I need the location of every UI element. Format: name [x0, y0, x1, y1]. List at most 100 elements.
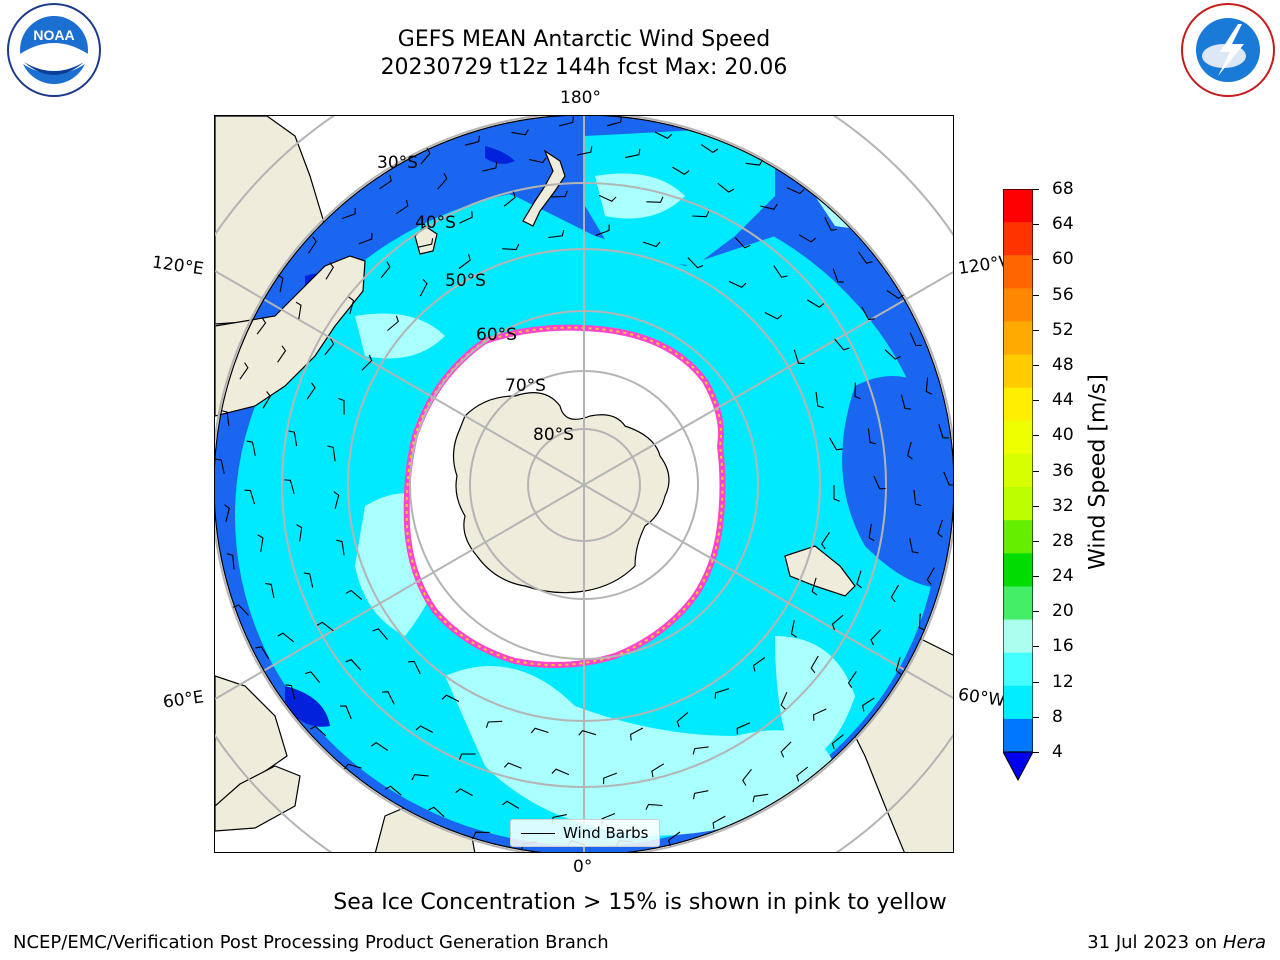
colorbar-tick-mark: [1033, 400, 1039, 402]
wind-barb: [303, 572, 314, 588]
wind-barb: [503, 191, 516, 207]
wind-barb: [472, 831, 490, 838]
wind-barb: [419, 278, 428, 297]
wind-barb: [780, 741, 792, 758]
colorbar-tick-mark: [1033, 435, 1039, 437]
wind-barb: [937, 520, 943, 538]
colorbar-tick-mark: [1033, 329, 1039, 331]
land-inside-disk: [215, 149, 856, 597]
colorbar-tick-mark: [1033, 364, 1039, 366]
wind-barb: [811, 577, 818, 596]
wind-barb: [642, 241, 661, 248]
wind-barb: [909, 537, 919, 554]
wind-barb: [348, 296, 355, 315]
wind-barb: [595, 224, 610, 236]
wind-barb: [813, 708, 827, 721]
wind-barb: [833, 485, 840, 502]
colorbar-tick-mark: [1033, 540, 1039, 542]
wind-barb: [530, 727, 549, 734]
wind-barb: [361, 354, 373, 371]
colorbar-tick-mark: [1033, 505, 1039, 507]
wind-barb: [428, 806, 445, 818]
wind-barb: [736, 722, 751, 735]
wind-barb: [551, 190, 568, 198]
wind-barb: [728, 280, 747, 288]
wind-barb: [672, 166, 690, 175]
colorbar-swatch: [1003, 354, 1033, 389]
antarctica-land: [452, 392, 670, 594]
lon-label-0: 0°: [573, 857, 593, 877]
colorbar-tick-label: 68: [1052, 179, 1074, 199]
wind-barb: [338, 397, 345, 415]
wind-barb: [528, 157, 547, 164]
wind-barb: [926, 567, 935, 585]
colorbar-swatch: [1003, 420, 1033, 455]
wind-barb: [255, 646, 270, 660]
wind-barb: [277, 274, 284, 293]
wind-barb: [325, 262, 334, 280]
colorbar-swatch: [1003, 685, 1033, 720]
wind-barb: [831, 614, 844, 631]
wind-barb: [380, 261, 391, 279]
wind-barb: [221, 410, 230, 427]
wind-barb: [501, 800, 520, 809]
wind-barb: [798, 234, 817, 243]
wind-barb: [437, 173, 448, 190]
colorbar-tick-label: 4: [1052, 742, 1063, 762]
wind-barb: [576, 146, 593, 156]
wind-barb: [285, 684, 296, 700]
colorbar: [1002, 188, 1034, 782]
colorbar-tick-mark: [1033, 470, 1039, 472]
wind-barb: [890, 584, 899, 603]
wind-barb: [870, 629, 882, 646]
wind-barb: [327, 445, 336, 462]
wind-barb: [861, 697, 875, 712]
wind-barb: [854, 382, 861, 400]
wind-barb: [277, 632, 295, 643]
wind-barb: [372, 628, 388, 640]
wind-barb: [786, 187, 805, 195]
nws-logo: [1178, 2, 1278, 98]
map-legend: Wind Barbs: [510, 819, 660, 847]
wind-barb: [752, 793, 769, 803]
colorbar-swatch: [1003, 255, 1033, 289]
colorbar-swatch: [1003, 189, 1033, 223]
wind-barb: [796, 766, 809, 782]
colorbar-tick-label: 8: [1052, 706, 1063, 727]
footer-date: 31 Jul 2023 on Hera: [1087, 932, 1266, 953]
wind-barb: [257, 534, 264, 552]
colorbar-tick-label: 40: [1052, 425, 1074, 446]
colorbar-swatch: [1003, 619, 1033, 654]
wind-barb: [742, 768, 752, 786]
wind-barb: [246, 440, 256, 456]
wind-barb: [645, 803, 663, 811]
wind-barb: [295, 301, 302, 320]
noaa-logo: NOAA: [2, 2, 106, 98]
colorbar-swatch: [1003, 520, 1033, 554]
wind-barb: [906, 441, 913, 460]
wind-barb: [773, 265, 788, 278]
wind-barb: [548, 229, 565, 239]
wind-barb: [856, 570, 862, 589]
wind-barb: [630, 727, 644, 741]
wind-barb: [244, 489, 256, 505]
colorbar-swatch: [1003, 222, 1033, 256]
wind-barb: [810, 655, 819, 674]
lat-label-30s: 30°S: [377, 153, 418, 173]
wind-barb: [382, 691, 395, 705]
wind-barb: [692, 790, 709, 800]
wind-barb: [857, 251, 873, 264]
wind-barb: [847, 670, 857, 689]
wind-barb: [384, 785, 402, 796]
wind-barb: [482, 161, 498, 172]
colorbar-tick-mark: [1033, 716, 1039, 718]
wind-barb: [886, 290, 904, 300]
map-frame: 30°S 40°S 50°S 60°S 70°S 80°S: [214, 115, 954, 853]
wind-barb: [370, 742, 389, 751]
colorbar-tick-mark: [1033, 189, 1039, 190]
wind-barb: [834, 338, 850, 351]
wind-barb: [288, 430, 298, 447]
wind-barb: [668, 831, 681, 847]
wind-barb: [387, 315, 399, 331]
wind-barb: [692, 211, 710, 218]
